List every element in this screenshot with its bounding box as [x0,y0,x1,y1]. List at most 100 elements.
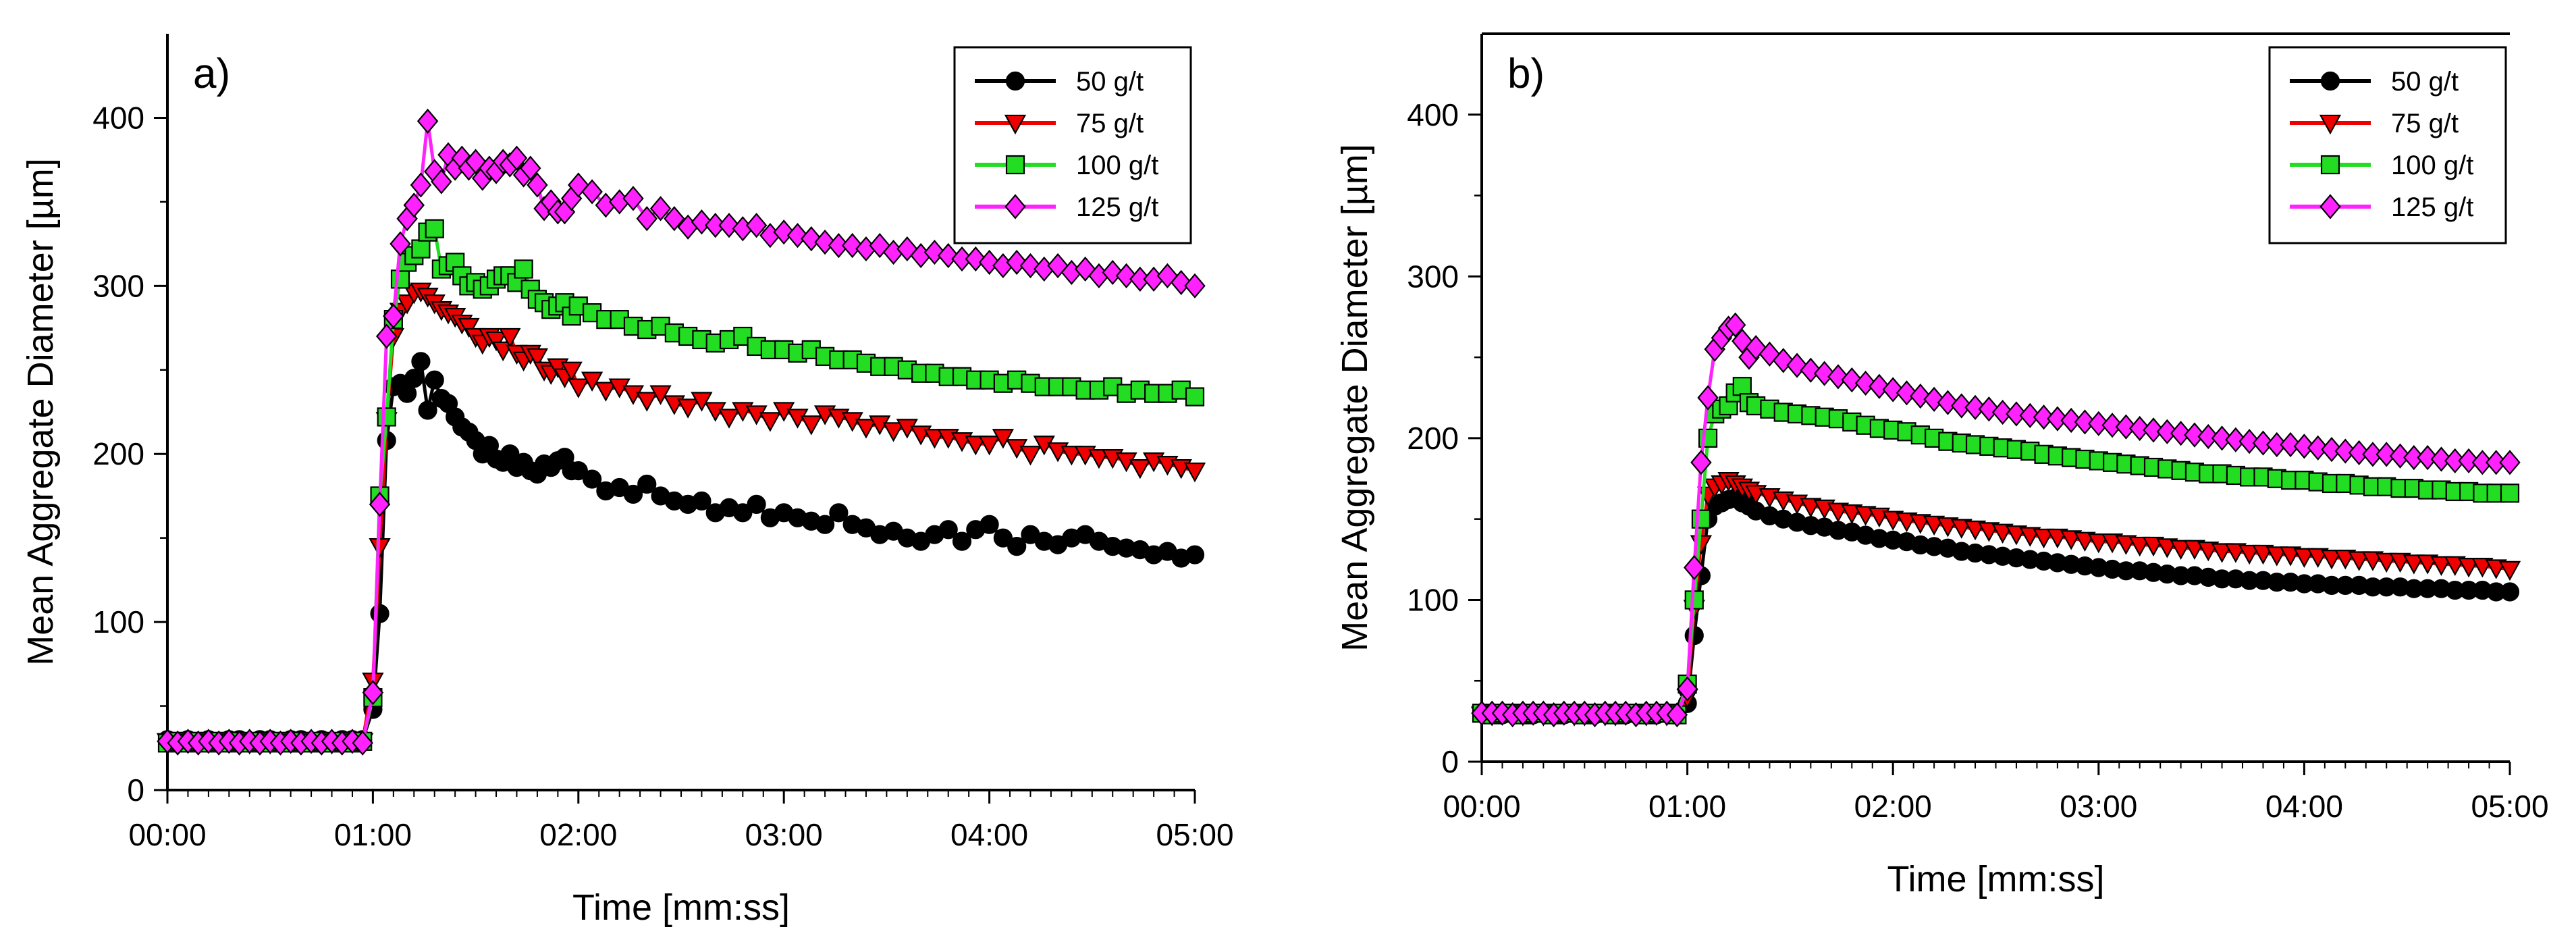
data-point [745,213,768,238]
data-point [390,269,410,289]
data-point [800,415,822,436]
data-point [425,370,444,390]
data-point [506,145,528,171]
legend-marker [2319,194,2341,219]
legend-marker [2320,155,2340,175]
data-point [1882,377,1904,402]
data-point [2348,440,2370,466]
x-tick-label: 04:00 [950,817,1028,852]
data-point [1184,273,1206,298]
data-point [1827,364,1849,390]
data-point [2128,536,2151,557]
legend-label: 50 g/t [1076,67,1144,97]
legend-marker [2320,71,2340,91]
data-point [923,239,946,265]
data-point [1950,393,1973,419]
data-point [352,730,373,756]
data-point [691,392,713,412]
data-point [2238,429,2260,454]
data-point [2101,413,2123,438]
y-tick-label: 200 [1407,421,1459,456]
data-point [1676,676,1698,702]
data-point [1129,459,1151,479]
data-point [2457,557,2480,578]
data-point [814,230,836,255]
data-point [2334,438,2357,464]
data-point [520,155,541,181]
series-125-g-t [1471,312,2521,728]
data-point [2211,425,2233,451]
legend-label: 75 g/t [1076,109,1144,138]
data-point [649,196,672,221]
legend-marker [2319,114,2342,135]
data-point [2184,422,2205,448]
data-point [2498,560,2521,581]
data-point [747,494,766,514]
data-point [636,392,658,412]
data-point [882,422,905,442]
data-point [978,249,1000,276]
data-point [2088,411,2110,436]
legend-label: 100 g/t [2391,151,2473,180]
series-125-g-t [157,108,1206,756]
data-point [499,328,521,348]
data-point [623,484,643,504]
data-point [2033,528,2055,549]
data-point [980,515,999,534]
data-point [691,209,713,235]
data-point [664,206,685,232]
y-axis-title: Mean Aggregate Diameter [µm] [1335,144,1375,651]
data-point [2006,401,2027,427]
data-point [1937,390,1959,415]
chart-panel-b: 0 100 200 300 400 00:00 01:00 02:00 03:00 04:00 05… [1335,32,2549,899]
data-point [1923,386,1945,412]
data-point [2307,435,2329,461]
data-point [2320,550,2343,570]
y-axis-title: Mean Aggregate Diameter [µm] [20,158,61,665]
legend-label: 75 g/t [2391,109,2459,138]
data-point [2293,548,2315,568]
data-point [937,242,959,269]
data-point [2500,483,2520,503]
data-point [2143,417,2164,443]
data-point [993,528,1013,548]
y-tick-label: 100 [92,604,144,639]
data-point [377,407,396,427]
data-point [425,219,444,238]
data-point [2170,421,2192,446]
data-point [649,385,672,405]
x-tick-label: 01:00 [1648,789,1726,824]
data-point [2156,419,2178,444]
data-point [2252,430,2274,456]
x-tick-label: 05:00 [1156,817,1233,852]
data-point [362,680,384,706]
data-point [2115,414,2137,440]
data-point [1854,370,1877,396]
data-point [560,361,583,382]
x-axis-title: Time [mm:ss] [1887,859,2105,899]
data-point [582,469,602,489]
legend-marker [1004,114,1027,135]
data-point [636,206,658,232]
y-tick-label: 0 [1441,744,1459,779]
data-point [2170,540,2192,560]
data-point [568,461,588,481]
legend-marker [1005,71,1025,91]
data-point [2074,409,2096,435]
data-point [527,172,548,198]
data-point [676,398,699,419]
data-point [2417,445,2438,471]
data-point [595,382,617,402]
data-point [1185,545,1205,565]
data-point [1697,385,1719,411]
data-point [773,219,795,245]
legend-marker [1005,155,1025,175]
data-point [2265,546,2288,567]
data-point [1047,253,1069,279]
chart-panel-a: 0 100 200 300 400 00:00 01:00 02:00 03:00 04:00 05… [20,34,1234,928]
data-point [410,172,432,198]
y-tick-label: 100 [1407,582,1459,617]
data-point [1115,263,1137,289]
x-tick-label: 00:00 [1443,789,1520,824]
